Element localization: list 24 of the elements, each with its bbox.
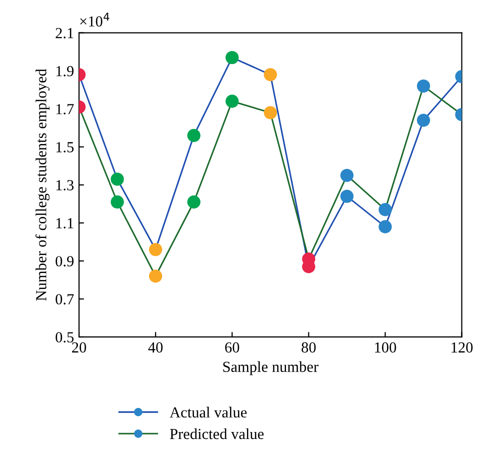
x-axis-title: Sample number (223, 361, 318, 376)
x-tick-label: 20 (72, 342, 86, 353)
x-tick-label: 60 (225, 342, 240, 353)
point (264, 106, 277, 120)
point (148, 270, 162, 283)
y-tick-label: 1.7 (56, 104, 74, 114)
y-tick-label: 1.5 (56, 142, 74, 152)
x-tick-label: 100 (375, 342, 396, 353)
y-tick-label: 1.1 (56, 218, 74, 228)
x-tick-label: 80 (302, 342, 316, 353)
x-tick-label: 40 (148, 342, 163, 353)
y-tick-label: 2.1 (56, 28, 74, 38)
y-axis-title: Number of college students employed (35, 68, 50, 301)
point (148, 242, 162, 256)
y-tick-label: 0.9 (56, 256, 74, 266)
legend-label: Actual value (170, 406, 247, 418)
x-tick-label: 120 (452, 342, 473, 353)
legend-label: Predicted value (170, 428, 264, 440)
y-tick-label: 0.7 (56, 294, 74, 304)
text: ×10$^{4}$ (80, 12, 110, 27)
y-tick-label: 0.5 (56, 332, 74, 342)
point (264, 68, 277, 82)
y-tick-label: 1.9 (56, 66, 74, 76)
y-tick-label: 1.3 (56, 180, 74, 190)
